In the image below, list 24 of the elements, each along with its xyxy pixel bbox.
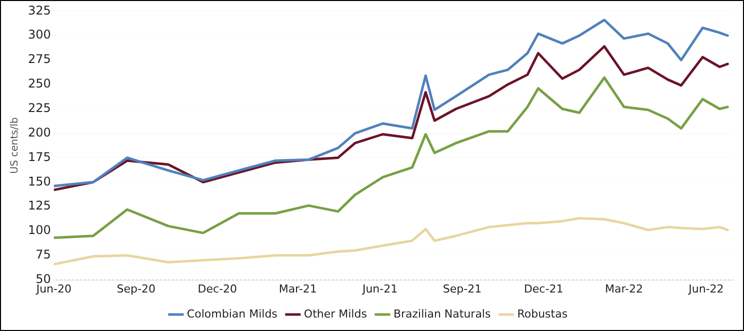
y-tick-label: 275 <box>28 52 51 66</box>
x-tick-label: Dec-21 <box>524 282 564 296</box>
legend-label: Other Milds <box>304 307 368 320</box>
y-tick-label: 225 <box>28 101 51 115</box>
legend-label: Robustas <box>517 307 568 320</box>
y-tick-label: 75 <box>36 248 51 262</box>
y-tick-label: 250 <box>28 76 51 91</box>
y-tick-label: 200 <box>28 125 51 140</box>
y-tick-label: 325 <box>28 3 51 18</box>
legend-label: Colombian Milds <box>186 307 278 320</box>
x-tick-label: Jun-21 <box>361 282 398 296</box>
x-tick-label: Sep-21 <box>442 282 482 296</box>
y-tick-label: 100 <box>28 223 51 238</box>
y-tick-label: 175 <box>28 150 51 164</box>
y-axis-title: US cents/lb <box>10 117 21 174</box>
x-tick-label: Dec-20 <box>198 282 238 296</box>
x-tick-label: Sep-20 <box>116 282 156 296</box>
y-tick-label: 300 <box>28 28 51 42</box>
x-tick-label: Jun-22 <box>688 282 724 296</box>
x-tick-label: Mar-22 <box>604 282 644 296</box>
x-tick-label: Mar-21 <box>278 282 317 296</box>
y-tick-label: 125 <box>28 198 51 213</box>
legend-label: Brazilian Naturals <box>393 307 491 320</box>
y-tick-label: 150 <box>28 174 51 188</box>
